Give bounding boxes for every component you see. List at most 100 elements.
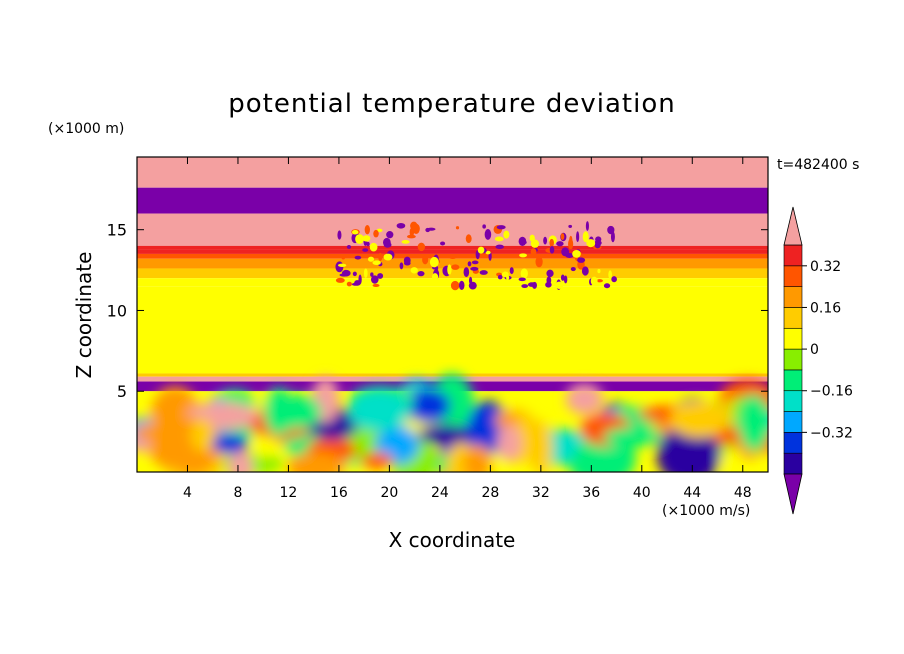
- colorbar-label: 0: [810, 342, 819, 358]
- speckle: [556, 241, 564, 247]
- speckle: [410, 267, 418, 274]
- y-unit-label: (×1000 m): [48, 121, 124, 137]
- x-tick-label: 8: [233, 485, 242, 501]
- speckle: [494, 236, 504, 242]
- y-tick-label: 5: [117, 382, 127, 401]
- speckle: [341, 269, 351, 277]
- speckle: [611, 276, 617, 283]
- speckle: [590, 276, 598, 286]
- turbulence-blob: [348, 390, 410, 432]
- turbulence-blob: [738, 394, 768, 452]
- speckle: [370, 272, 374, 277]
- speckle: [606, 279, 612, 284]
- x-tick-label: 16: [330, 485, 348, 501]
- turbulence-blob: [603, 426, 663, 447]
- turbulence-blob: [463, 444, 493, 472]
- colorbar-label: −0.32: [810, 425, 853, 441]
- y-axis-label: Z coordinate: [72, 252, 96, 379]
- turbulence-blob: [570, 451, 597, 472]
- speckle: [396, 222, 406, 229]
- speckle: [417, 271, 425, 277]
- speckle: [455, 226, 460, 230]
- colorbar-band: [783, 411, 803, 433]
- colorbar-band: [783, 452, 803, 475]
- speckle: [586, 239, 596, 248]
- speckle: [519, 253, 527, 258]
- layer-band-4: [137, 249, 768, 254]
- x-tick-label: 44: [683, 485, 701, 501]
- speckle: [399, 262, 404, 270]
- y-tick-label: 15: [107, 221, 127, 240]
- colorbar-band: [783, 244, 803, 267]
- speckle: [346, 281, 352, 287]
- speckle: [346, 245, 352, 249]
- x-tick-label: 24: [431, 485, 449, 501]
- speckle: [594, 240, 602, 246]
- layer-band-6: [137, 258, 768, 269]
- speckle: [355, 234, 364, 244]
- speckle: [440, 241, 446, 246]
- turbulence-blob: [669, 401, 729, 438]
- speckle: [403, 256, 411, 265]
- speckle: [597, 268, 601, 274]
- speckle: [426, 227, 436, 231]
- turbulence-blob: [418, 424, 471, 445]
- speckle: [563, 275, 568, 284]
- speckle: [529, 234, 535, 242]
- speckle: [568, 238, 574, 250]
- x-tick-label: 40: [633, 485, 651, 501]
- turbulence-blob: [137, 423, 180, 441]
- speckle: [521, 284, 529, 289]
- speckle: [429, 256, 439, 268]
- turbulence-blob: [719, 449, 745, 472]
- turbulence-blob: [360, 452, 394, 469]
- speckle: [386, 231, 394, 239]
- turbulence-blob: [228, 450, 254, 472]
- x-unit-label: (×1000 m/s): [662, 503, 750, 519]
- y-tick-label: 10: [107, 301, 127, 320]
- speckle: [546, 269, 554, 278]
- speckle: [352, 229, 359, 235]
- speckle: [447, 264, 452, 275]
- colorbar-label: −0.16: [810, 384, 853, 400]
- speckle: [568, 224, 573, 228]
- turbulence-blob: [190, 418, 214, 452]
- x-tick-label: 20: [380, 485, 398, 501]
- speckle: [377, 273, 384, 279]
- speckle: [585, 221, 589, 231]
- colorbar-band: [783, 327, 803, 350]
- layer-band-3: [137, 245, 768, 250]
- plot-area: [137, 157, 768, 472]
- colorbar-band: [783, 307, 803, 329]
- speckle: [335, 277, 345, 283]
- speckle: [362, 248, 369, 252]
- turbulence-blob: [497, 424, 522, 461]
- layer-band-0: [137, 157, 768, 188]
- colorbar-band: [783, 432, 803, 454]
- speckle: [549, 238, 554, 248]
- speckle: [495, 244, 504, 250]
- speckle: [341, 256, 345, 260]
- speckle: [451, 264, 460, 270]
- layer-band-2: [137, 213, 768, 246]
- speckle: [412, 223, 420, 234]
- speckle: [577, 257, 581, 262]
- turbulence-blob: [494, 412, 520, 429]
- speckle: [450, 280, 460, 291]
- speckle: [497, 274, 503, 280]
- speckle: [448, 255, 458, 260]
- x-tick-label: 12: [280, 485, 298, 501]
- speckle: [378, 252, 383, 262]
- speckle: [458, 280, 465, 291]
- speckle: [467, 261, 472, 267]
- speckle: [337, 263, 347, 268]
- x-tick-label: 36: [582, 485, 600, 501]
- speckle: [373, 229, 379, 238]
- speckle: [352, 271, 357, 277]
- plot-frame: [136, 156, 769, 473]
- speckle: [471, 260, 479, 265]
- speckle: [484, 228, 492, 240]
- speckle: [431, 273, 439, 281]
- speckle: [370, 275, 379, 284]
